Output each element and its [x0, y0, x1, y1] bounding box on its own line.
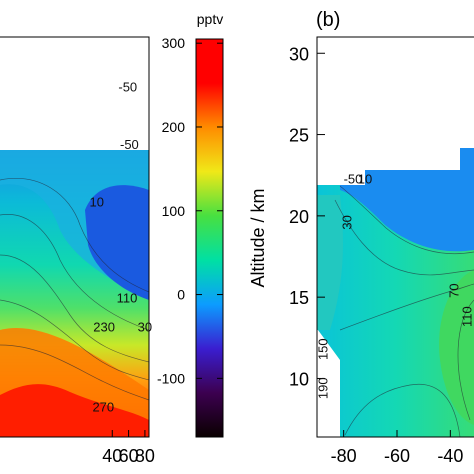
panel-a-contour-label: 230: [93, 319, 115, 334]
panel-b-contour-label: 70: [446, 283, 461, 297]
panel-a-x-tick-label: 60: [119, 446, 139, 466]
panel-a-contour-label: 270: [92, 399, 114, 414]
panel-b-x-tick-label: -40: [437, 446, 463, 466]
panel-b-ticks: [317, 52, 451, 437]
colorbar-tick-label: -100: [157, 370, 185, 386]
colorbar: pptv 300 200 100 0 -100: [157, 11, 224, 438]
panel-b-label: (b): [316, 9, 340, 31]
panel-a-contour-label: 110: [117, 291, 138, 306]
panel-b-contour-label: 150: [316, 338, 331, 360]
panel-b-green-core: [439, 270, 474, 425]
panel-b-contour-label: 30: [340, 215, 355, 229]
panel-b: (b) Altitude / km 10 15 20 25 30 -80 -60 -40 -…: [248, 9, 474, 466]
panel-b-x-tick-label: -80: [331, 446, 357, 466]
panel-a-x-tick-label: 40: [102, 446, 122, 466]
panel-a-contour-label: -50: [118, 79, 137, 94]
panel-b-y-tick-label: 10: [289, 369, 309, 389]
panel-b-left-teal: [317, 195, 343, 330]
panel-b-y-tick-label: 20: [289, 207, 309, 227]
panel-a-contour-label: -50: [120, 137, 139, 152]
colorbar-tick-label: 0: [177, 287, 185, 303]
panel-b-x-tick-labels: -80 -60 -40: [331, 446, 464, 466]
panel-b-y-tick-label: 15: [289, 288, 309, 308]
panel-b-contour-label: 190: [316, 377, 331, 399]
panel-b-contour-lines: [334, 185, 474, 437]
panel-a-contour-label: 30: [138, 319, 152, 334]
panel-a-contour-label: 10: [90, 195, 104, 210]
colorbar-tick-label: 100: [162, 203, 186, 219]
colorbar-tick-label: 300: [162, 35, 186, 51]
panel-a-white-above-domain: [0, 37, 149, 150]
panel-b-field: [317, 148, 474, 437]
panel-a-red-region: [0, 384, 149, 437]
colorbar-gradient: [195, 38, 224, 438]
panel-a-blue-core: [85, 185, 149, 300]
panel-a-field: [0, 37, 149, 437]
panel-b-y-axis-label: Altitude / km: [248, 188, 268, 287]
panel-b-y-tick-label: 25: [289, 126, 309, 146]
panel-b-contour-label: 110: [460, 306, 474, 327]
colorbar-tick-label: 200: [162, 119, 186, 135]
panel-b-x-tick-label: -60: [384, 446, 410, 466]
panel-b-contour-label: 10: [358, 171, 372, 186]
panel-a-contour-lines: [0, 178, 149, 401]
panel-a-ticks: [111, 430, 146, 437]
colorbar-unit: pptv: [197, 11, 223, 27]
colorbar-ticks: 300 200 100 0 -100: [157, 35, 223, 386]
panel-a-x-tick-label: 80: [135, 446, 155, 466]
panel-a-frame: [0, 36, 150, 438]
panel-b-blue-upper: [340, 148, 474, 252]
panel-b-contour-label: -50: [344, 171, 363, 186]
panel-b-y-tick-label: 30: [289, 44, 309, 64]
panel-b-y-tick-labels: 10 15 20 25 30: [289, 44, 309, 389]
